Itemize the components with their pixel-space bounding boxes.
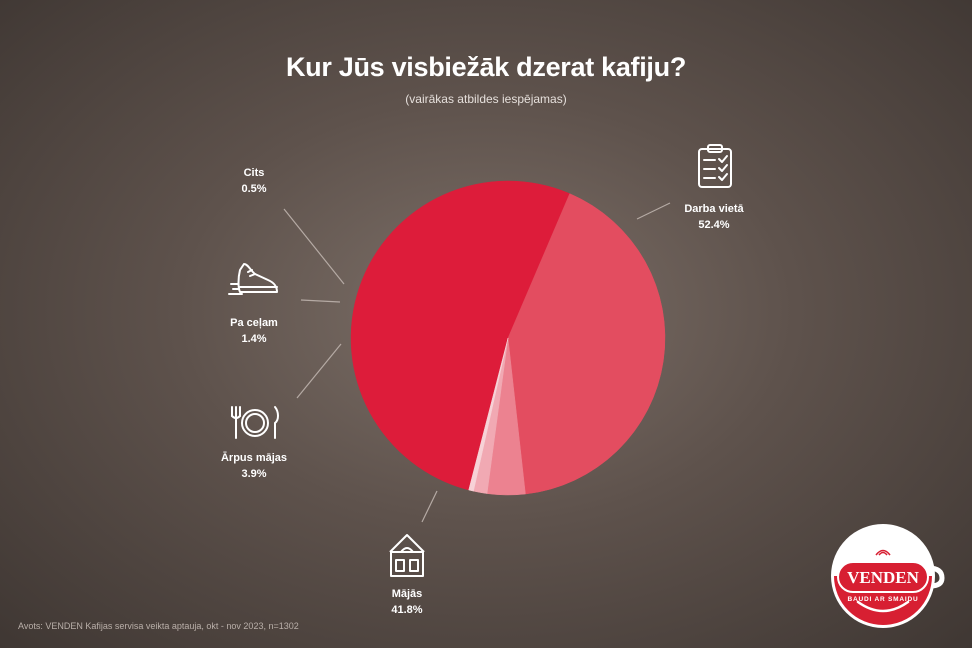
leader-line-cits <box>283 208 345 285</box>
slice-value: 52.4% <box>698 219 730 231</box>
slice-name: Ārpus mājas <box>220 452 288 464</box>
leader-line-pa-celam <box>300 299 341 303</box>
leader-line-majas <box>421 490 438 523</box>
slice-name: Cits <box>243 167 265 179</box>
leader-line-darba-vieta <box>636 202 671 220</box>
label-darba-vieta: Darba vietā 52.4% <box>669 201 759 233</box>
label-arpus-majas: Ārpus mājas 3.9% <box>209 450 299 482</box>
slice-value: 1.4% <box>241 333 267 345</box>
label-cits: Cits 0.5% <box>209 165 299 197</box>
pie-slice-1 <box>507 193 666 495</box>
chart-subtitle: (vairākas atbildes iespējamas) <box>405 92 567 106</box>
slice-value: 41.8% <box>391 604 423 616</box>
pie-slice-4 <box>468 337 509 492</box>
pie-slices <box>350 180 666 496</box>
slice-name: Darba vietā <box>684 203 744 215</box>
logo-brand: VENDEN <box>847 568 920 587</box>
slice-value: 0.5% <box>241 183 267 195</box>
slice-name: Pa ceļam <box>230 317 278 329</box>
slice-name: Mājās <box>391 588 423 600</box>
leader-line-arpus-majas <box>296 343 342 399</box>
sneaker-icon <box>228 263 278 295</box>
house-icon <box>389 534 425 577</box>
venden-logo: VENDEN BAUDI AR SMAIDU <box>831 524 945 628</box>
label-majas: Mājās 41.8% <box>362 586 452 618</box>
source-note: Avots: VENDEN Kafijas servisa veikta apt… <box>18 621 299 631</box>
leader-lines <box>283 202 671 523</box>
logo-slogan: BAUDI AR SMAIDU <box>848 596 919 603</box>
chart-title: Kur Jūs visbiežāk dzerat kafiju? <box>285 52 687 82</box>
plate-fork-knife-icon <box>231 406 279 439</box>
slice-value: 3.9% <box>241 468 267 480</box>
pie-slice-0 <box>350 180 571 491</box>
label-pa-celam: Pa ceļam 1.4% <box>209 315 299 347</box>
clipboard-checklist-icon <box>698 144 732 188</box>
